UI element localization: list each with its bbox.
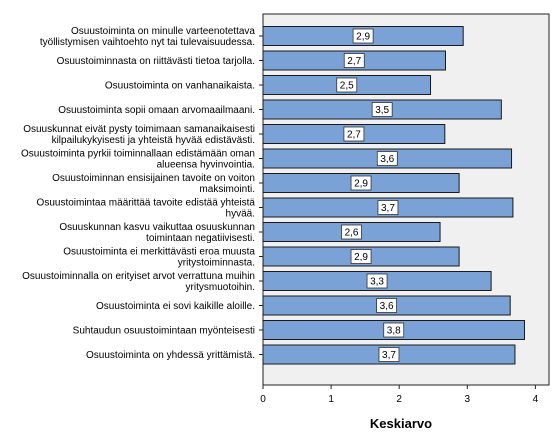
value-label-box xyxy=(366,273,388,289)
category-label: Osuustoiminta ei merkittävästi eroa muus… xyxy=(63,247,255,269)
category-label: Suhtaudun osuustoimintaan myönteisesti xyxy=(73,326,255,337)
value-label-box xyxy=(352,28,374,44)
value-label: 2,7 xyxy=(347,56,361,67)
category-label: Osuustoiminta sopii omaan arvomaailmaani… xyxy=(58,105,255,116)
value-label: 3,6 xyxy=(380,301,394,312)
value-label-box xyxy=(376,298,397,313)
value-label: 3,6 xyxy=(380,154,394,165)
value-label: 2,9 xyxy=(356,32,370,43)
category-labels: Osuustoiminta on minulle varteenotettava… xyxy=(21,26,263,361)
value-label-box xyxy=(350,249,372,264)
value-label-box xyxy=(343,126,365,142)
x-tick-label: 0 xyxy=(260,394,266,405)
value-label: 2,6 xyxy=(345,228,359,239)
x-tick-label: 2 xyxy=(396,394,402,405)
x-tick-label: 1 xyxy=(328,394,334,405)
value-label-box xyxy=(341,224,362,240)
value-label: 3,3 xyxy=(370,277,384,288)
value-label: 3,8 xyxy=(387,326,401,337)
value-label: 2,9 xyxy=(354,252,368,263)
x-tick-label: 3 xyxy=(465,394,471,405)
value-label: 2,9 xyxy=(354,179,368,190)
value-label-box xyxy=(343,53,365,68)
category-label: Osuustoiminnan ensisijainen tavoite on v… xyxy=(52,173,255,195)
category-label: Osuustoiminnasta on riittävästi tietoa t… xyxy=(57,56,255,67)
value-label-box xyxy=(376,151,398,166)
value-label: 3,5 xyxy=(375,105,389,116)
category-label: Osuustoiminnalla on erityiset arvot verr… xyxy=(22,271,255,293)
value-label: 3,7 xyxy=(382,350,396,361)
category-label: Osuuskunnat eivät pysty toimimaan samana… xyxy=(23,124,255,146)
category-label: Osuustoimintaa määrittää tavoite edistää… xyxy=(37,198,256,220)
category-label: Osuustoiminta on vanhanaikaista. xyxy=(105,81,255,92)
value-label: 3,7 xyxy=(381,203,395,214)
category-label: Osuustoiminta ei sovi kaikille aloille. xyxy=(96,301,255,312)
x-axis-title: Keskiarvo xyxy=(370,416,432,431)
category-label: Osuuskunnan kasvu vaikuttaa osuuskunnan t… xyxy=(59,222,255,244)
value-label: 2,7 xyxy=(347,130,361,141)
category-label: Osuustoiminta on yhdessä yrittämistä. xyxy=(86,350,255,361)
value-label-box xyxy=(378,347,400,362)
value-label-box xyxy=(350,175,372,191)
x-axis-ticks: 0 1 2 3 4 xyxy=(260,385,539,405)
category-label: Osuustoiminta pyrkii toiminnallaan edist… xyxy=(21,149,255,171)
value-label-box xyxy=(383,322,405,338)
x-tick-label: 4 xyxy=(533,394,539,405)
value-label-box xyxy=(377,200,399,215)
value-label: 2,5 xyxy=(340,81,354,92)
value-label-box xyxy=(336,77,358,93)
category-label: Osuustoiminta on minulle varteenotettava… xyxy=(40,26,256,48)
value-label-box xyxy=(371,102,393,117)
